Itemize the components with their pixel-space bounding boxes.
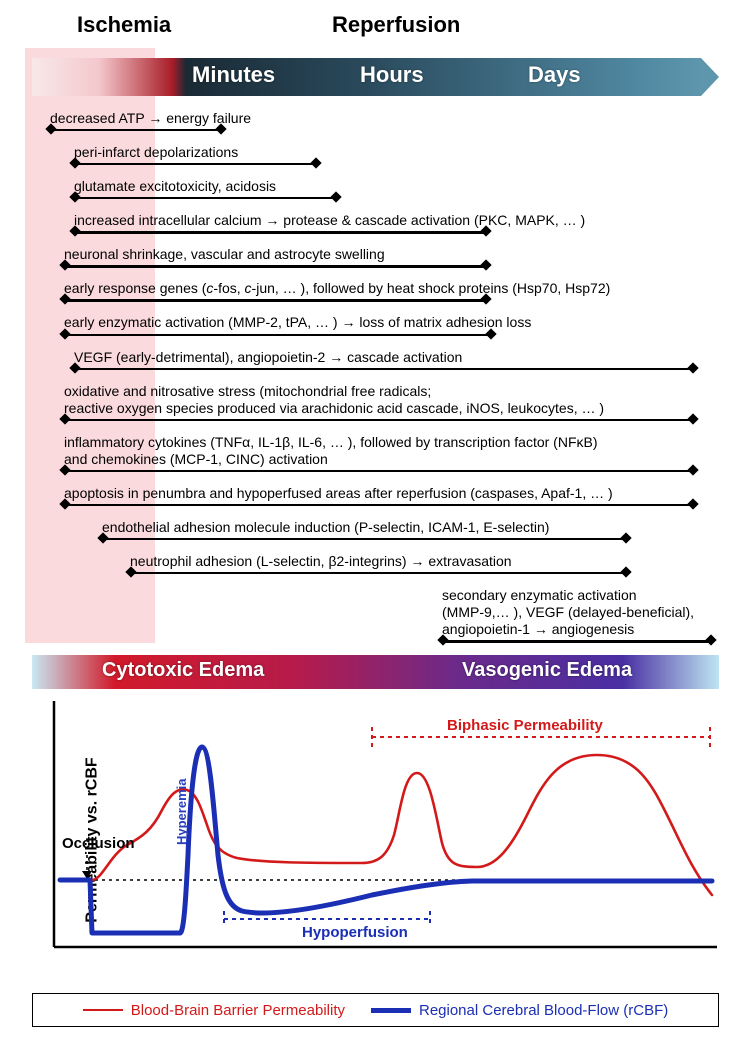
phase-headings: Ischemia Reperfusion — [32, 10, 719, 58]
event-bar — [64, 334, 492, 336]
event-bar — [50, 129, 222, 131]
legend-item-permeability: Blood-Brain Barrier Permeability — [83, 1002, 345, 1019]
event-row: apoptosis in penumbra and hypoperfused a… — [32, 485, 719, 512]
event-row: peri-infarct depolarizations — [32, 144, 719, 171]
event-bar — [64, 470, 694, 472]
annot-hypoperfusion: Hypoperfusion — [302, 924, 408, 941]
legend-swatch-permeability — [83, 1009, 123, 1011]
event-row: neutrophil adhesion (L-selectin, β2-inte… — [32, 553, 719, 580]
ischemia-heading: Ischemia — [77, 12, 171, 38]
event-bar — [74, 197, 337, 199]
event-label: decreased ATP → energy failure — [50, 110, 719, 127]
event-bar — [130, 572, 627, 574]
timeline-arrowhead — [701, 58, 719, 96]
event-row: early enzymatic activation (MMP-2, tPA, … — [32, 314, 719, 341]
event-bar — [64, 265, 487, 267]
event-label: peri-infarct depolarizations — [74, 144, 719, 161]
event-row: secondary enzymatic activation(MMP-9,… )… — [32, 587, 719, 648]
event-timeline-list: decreased ATP → energy failure peri-infar… — [32, 110, 719, 648]
event-row: decreased ATP → energy failure — [32, 110, 719, 137]
event-label: neutrophil adhesion (L-selectin, β2-inte… — [130, 553, 719, 570]
event-row: endothelial adhesion molecule induction … — [32, 519, 719, 546]
event-bar — [74, 163, 317, 165]
chart-svg: Hyperemia — [32, 695, 719, 985]
event-label: early response genes (c-fos, c-jun, … ),… — [64, 280, 719, 297]
legend-swatch-rcbf — [371, 1008, 411, 1013]
legend: Blood-Brain Barrier Permeability Regiona… — [32, 993, 719, 1027]
event-row: glutamate excitotoxicity, acidosis — [32, 178, 719, 205]
timeline-banner: Minutes Hours Days — [32, 58, 701, 96]
event-row: neuronal shrinkage, vascular and astrocy… — [32, 246, 719, 273]
event-row: oxidative and nitrosative stress (mitoch… — [32, 383, 719, 427]
event-label: secondary enzymatic activation(MMP-9,… )… — [442, 587, 719, 638]
legend-label-permeability: Blood-Brain Barrier Permeability — [131, 1002, 345, 1019]
event-bar — [102, 538, 627, 540]
event-label: apoptosis in penumbra and hypoperfused a… — [64, 485, 719, 502]
event-label: inflammatory cytokines (TNFα, IL-1β, IL-… — [64, 434, 719, 468]
event-label: glutamate excitotoxicity, acidosis — [74, 178, 719, 195]
legend-item-rcbf: Regional Cerebral Blood-Flow (rCBF) — [371, 1002, 668, 1019]
event-label: increased intracellular calcium → protea… — [74, 212, 719, 229]
svg-text:Hyperemia: Hyperemia — [174, 778, 189, 845]
event-label: oxidative and nitrosative stress (mitoch… — [64, 383, 719, 417]
event-row: early response genes (c-fos, c-jun, … ),… — [32, 280, 719, 307]
reperfusion-heading: Reperfusion — [332, 12, 460, 38]
edema-word-vasogenic: Vasogenic Edema — [462, 659, 632, 682]
event-label: early enzymatic activation (MMP-2, tPA, … — [64, 314, 719, 331]
event-bar — [442, 640, 712, 642]
timeline-word-days: Days — [528, 62, 581, 88]
edema-banner: Cytotoxic Edema Vasogenic Edema — [32, 655, 719, 689]
event-bar — [74, 231, 487, 233]
event-bar — [64, 419, 694, 421]
event-bar — [64, 299, 487, 301]
edema-word-cytotoxic: Cytotoxic Edema — [102, 659, 264, 682]
legend-label-rcbf: Regional Cerebral Blood-Flow (rCBF) — [419, 1002, 668, 1019]
annot-biphasic: Biphasic Permeability — [447, 717, 603, 734]
figure-root: Ischemia Reperfusion Minutes Hours Days … — [0, 0, 737, 1055]
event-bar — [64, 504, 694, 506]
event-row: increased intracellular calcium → protea… — [32, 212, 719, 239]
event-row: VEGF (early-detrimental), angiopoietin-2… — [32, 349, 719, 376]
event-label: VEGF (early-detrimental), angiopoietin-2… — [74, 349, 719, 366]
event-row: inflammatory cytokines (TNFα, IL-1β, IL-… — [32, 434, 719, 478]
timeline-word-minutes: Minutes — [192, 62, 275, 88]
chart-area: Permeability vs. rCBF Hyperemia Occlusio… — [32, 695, 719, 985]
event-label: neuronal shrinkage, vascular and astrocy… — [64, 246, 719, 263]
annot-occlusion: Occlusion — [62, 835, 135, 852]
event-bar — [74, 368, 694, 370]
timeline-word-hours: Hours — [360, 62, 424, 88]
